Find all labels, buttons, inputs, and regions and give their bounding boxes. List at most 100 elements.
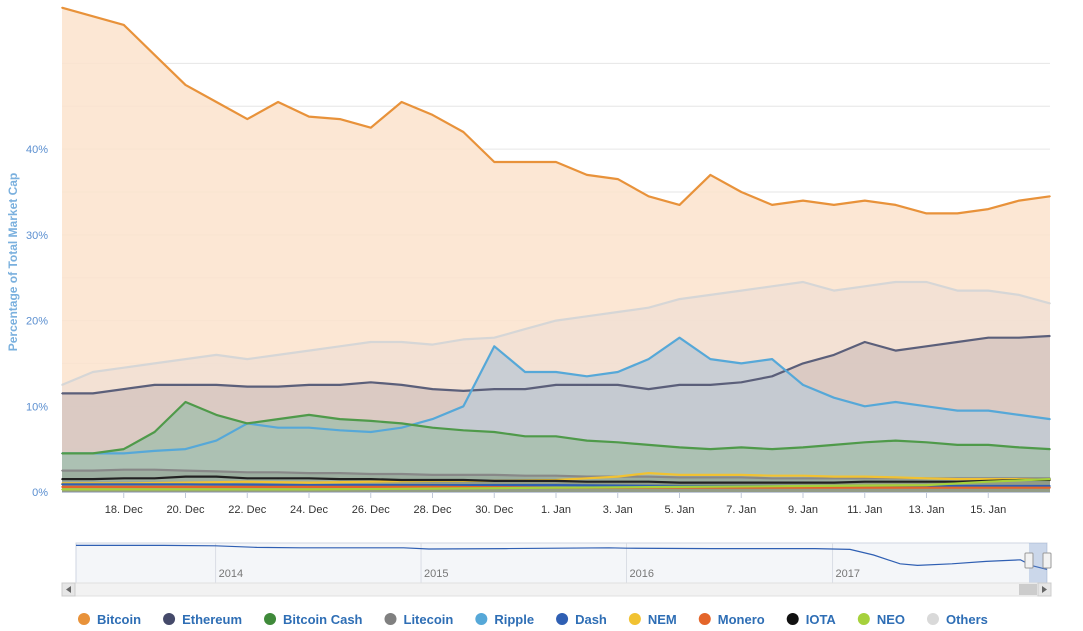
navigator-year-label: 2016 xyxy=(630,568,654,580)
point-ripple xyxy=(1049,418,1051,420)
point-ethereum xyxy=(617,384,619,386)
point-bitcoin xyxy=(123,24,125,26)
legend-label-bitcoin-cash: Bitcoin Cash xyxy=(283,612,363,627)
navigator-year-label: 2015 xyxy=(424,568,448,580)
point-iota xyxy=(894,480,897,483)
point-ripple xyxy=(184,448,187,450)
point-nem xyxy=(617,475,619,478)
point-bitcoin-cash xyxy=(400,422,403,425)
point-neo xyxy=(1049,478,1051,480)
point-ethereum xyxy=(647,388,650,390)
point-bitcoin-cash xyxy=(647,444,650,446)
point-bitcoin-cash xyxy=(894,439,897,442)
y-tick-label: 40% xyxy=(26,144,48,156)
point-others xyxy=(493,336,496,339)
x-tick-label: 1. Jan xyxy=(541,504,571,516)
legend-item-neo[interactable]: NEO xyxy=(857,612,905,627)
point-ethereum xyxy=(462,390,465,392)
navigator-handle[interactable] xyxy=(1024,552,1034,569)
navigator[interactable]: 2014 2015 2016 2017 xyxy=(61,542,1052,597)
point-ripple xyxy=(647,358,650,360)
point-litecoin xyxy=(709,476,712,479)
point-bitcoin-cash xyxy=(339,418,341,420)
point-others xyxy=(370,341,372,343)
point-neo xyxy=(802,485,804,487)
point-ethereum xyxy=(771,375,773,378)
point-ripple xyxy=(802,384,804,386)
point-ethereum xyxy=(215,384,218,386)
point-bitcoin-cash xyxy=(956,444,959,446)
point-nem xyxy=(246,480,249,483)
legend-swatch-monero xyxy=(698,613,711,625)
navigator-handle[interactable] xyxy=(1042,552,1052,569)
point-bitcoin xyxy=(833,204,835,206)
legend-item-ripple[interactable]: Ripple xyxy=(475,612,534,627)
point-iota xyxy=(771,481,773,484)
y-tick-label: 30% xyxy=(26,230,48,242)
point-bitcoin-cash xyxy=(462,429,465,432)
x-tick-label: 5. Jan xyxy=(665,504,695,516)
point-bitcoin-cash xyxy=(802,446,804,449)
point-monero xyxy=(431,486,434,488)
point-bitcoin xyxy=(493,161,496,163)
point-bitcoin-cash xyxy=(771,448,773,450)
point-ripple xyxy=(771,358,773,360)
point-bitcoin xyxy=(864,199,866,202)
legend-item-ethereum[interactable]: Ethereum xyxy=(163,612,242,627)
point-ripple xyxy=(215,439,218,442)
point-bitcoin-cash xyxy=(370,420,372,422)
legend-item-bitcoin-cash[interactable]: Bitcoin Cash xyxy=(264,612,363,627)
point-iota xyxy=(925,480,928,483)
legend-item-others[interactable]: Others xyxy=(926,612,988,627)
point-others xyxy=(339,345,341,348)
point-bitcoin xyxy=(925,212,928,215)
point-bitcoin xyxy=(647,195,650,198)
legend-item-dash[interactable]: Dash xyxy=(556,612,607,627)
point-ripple xyxy=(524,371,526,373)
point-others xyxy=(987,289,990,292)
point-iota xyxy=(709,481,712,484)
point-ripple xyxy=(709,358,712,360)
point-ethereum xyxy=(1018,336,1020,339)
legend-swatch-ethereum xyxy=(163,613,176,625)
point-others xyxy=(246,358,249,360)
point-litecoin xyxy=(678,476,681,479)
point-iota xyxy=(308,477,310,480)
point-ethereum xyxy=(308,384,310,386)
point-litecoin xyxy=(370,473,372,475)
chart-series-lines xyxy=(61,6,1051,491)
point-litecoin xyxy=(92,469,94,472)
legend-item-nem[interactable]: NEM xyxy=(628,612,677,627)
point-litecoin xyxy=(339,472,341,474)
area-bitcoin-cash xyxy=(62,402,1050,492)
scrollbar-thumb[interactable] xyxy=(1019,584,1037,595)
point-nem xyxy=(586,477,588,480)
point-dash xyxy=(555,484,557,486)
y-tick-label: 10% xyxy=(26,401,48,413)
point-bitcoin-cash xyxy=(617,441,619,444)
point-bitcoin xyxy=(92,15,94,18)
point-litecoin xyxy=(123,468,125,471)
legend-item-bitcoin[interactable]: Bitcoin xyxy=(78,612,141,627)
point-bitcoin xyxy=(987,208,990,210)
point-ethereum xyxy=(894,349,897,352)
legend-item-iota[interactable]: IOTA xyxy=(786,612,837,627)
point-nem xyxy=(184,481,187,484)
y-axis: 0% 10% 20% 30% 40% xyxy=(26,144,48,499)
x-tick-label: 26. Dec xyxy=(352,504,390,516)
legend-item-monero[interactable]: Monero xyxy=(698,612,765,627)
point-others xyxy=(709,294,712,296)
point-ethereum xyxy=(339,384,341,386)
point-nem xyxy=(370,480,372,483)
point-others xyxy=(61,384,63,386)
legend-item-litecoin[interactable]: Litecoin xyxy=(384,612,454,627)
point-iota xyxy=(153,477,156,480)
point-bitcoin xyxy=(61,6,63,9)
point-bitcoin-cash xyxy=(246,422,249,425)
point-ripple xyxy=(462,405,465,408)
point-bitcoin-cash xyxy=(308,414,310,416)
point-ethereum xyxy=(802,362,804,365)
point-bitcoin xyxy=(184,84,187,86)
point-others xyxy=(215,354,218,356)
